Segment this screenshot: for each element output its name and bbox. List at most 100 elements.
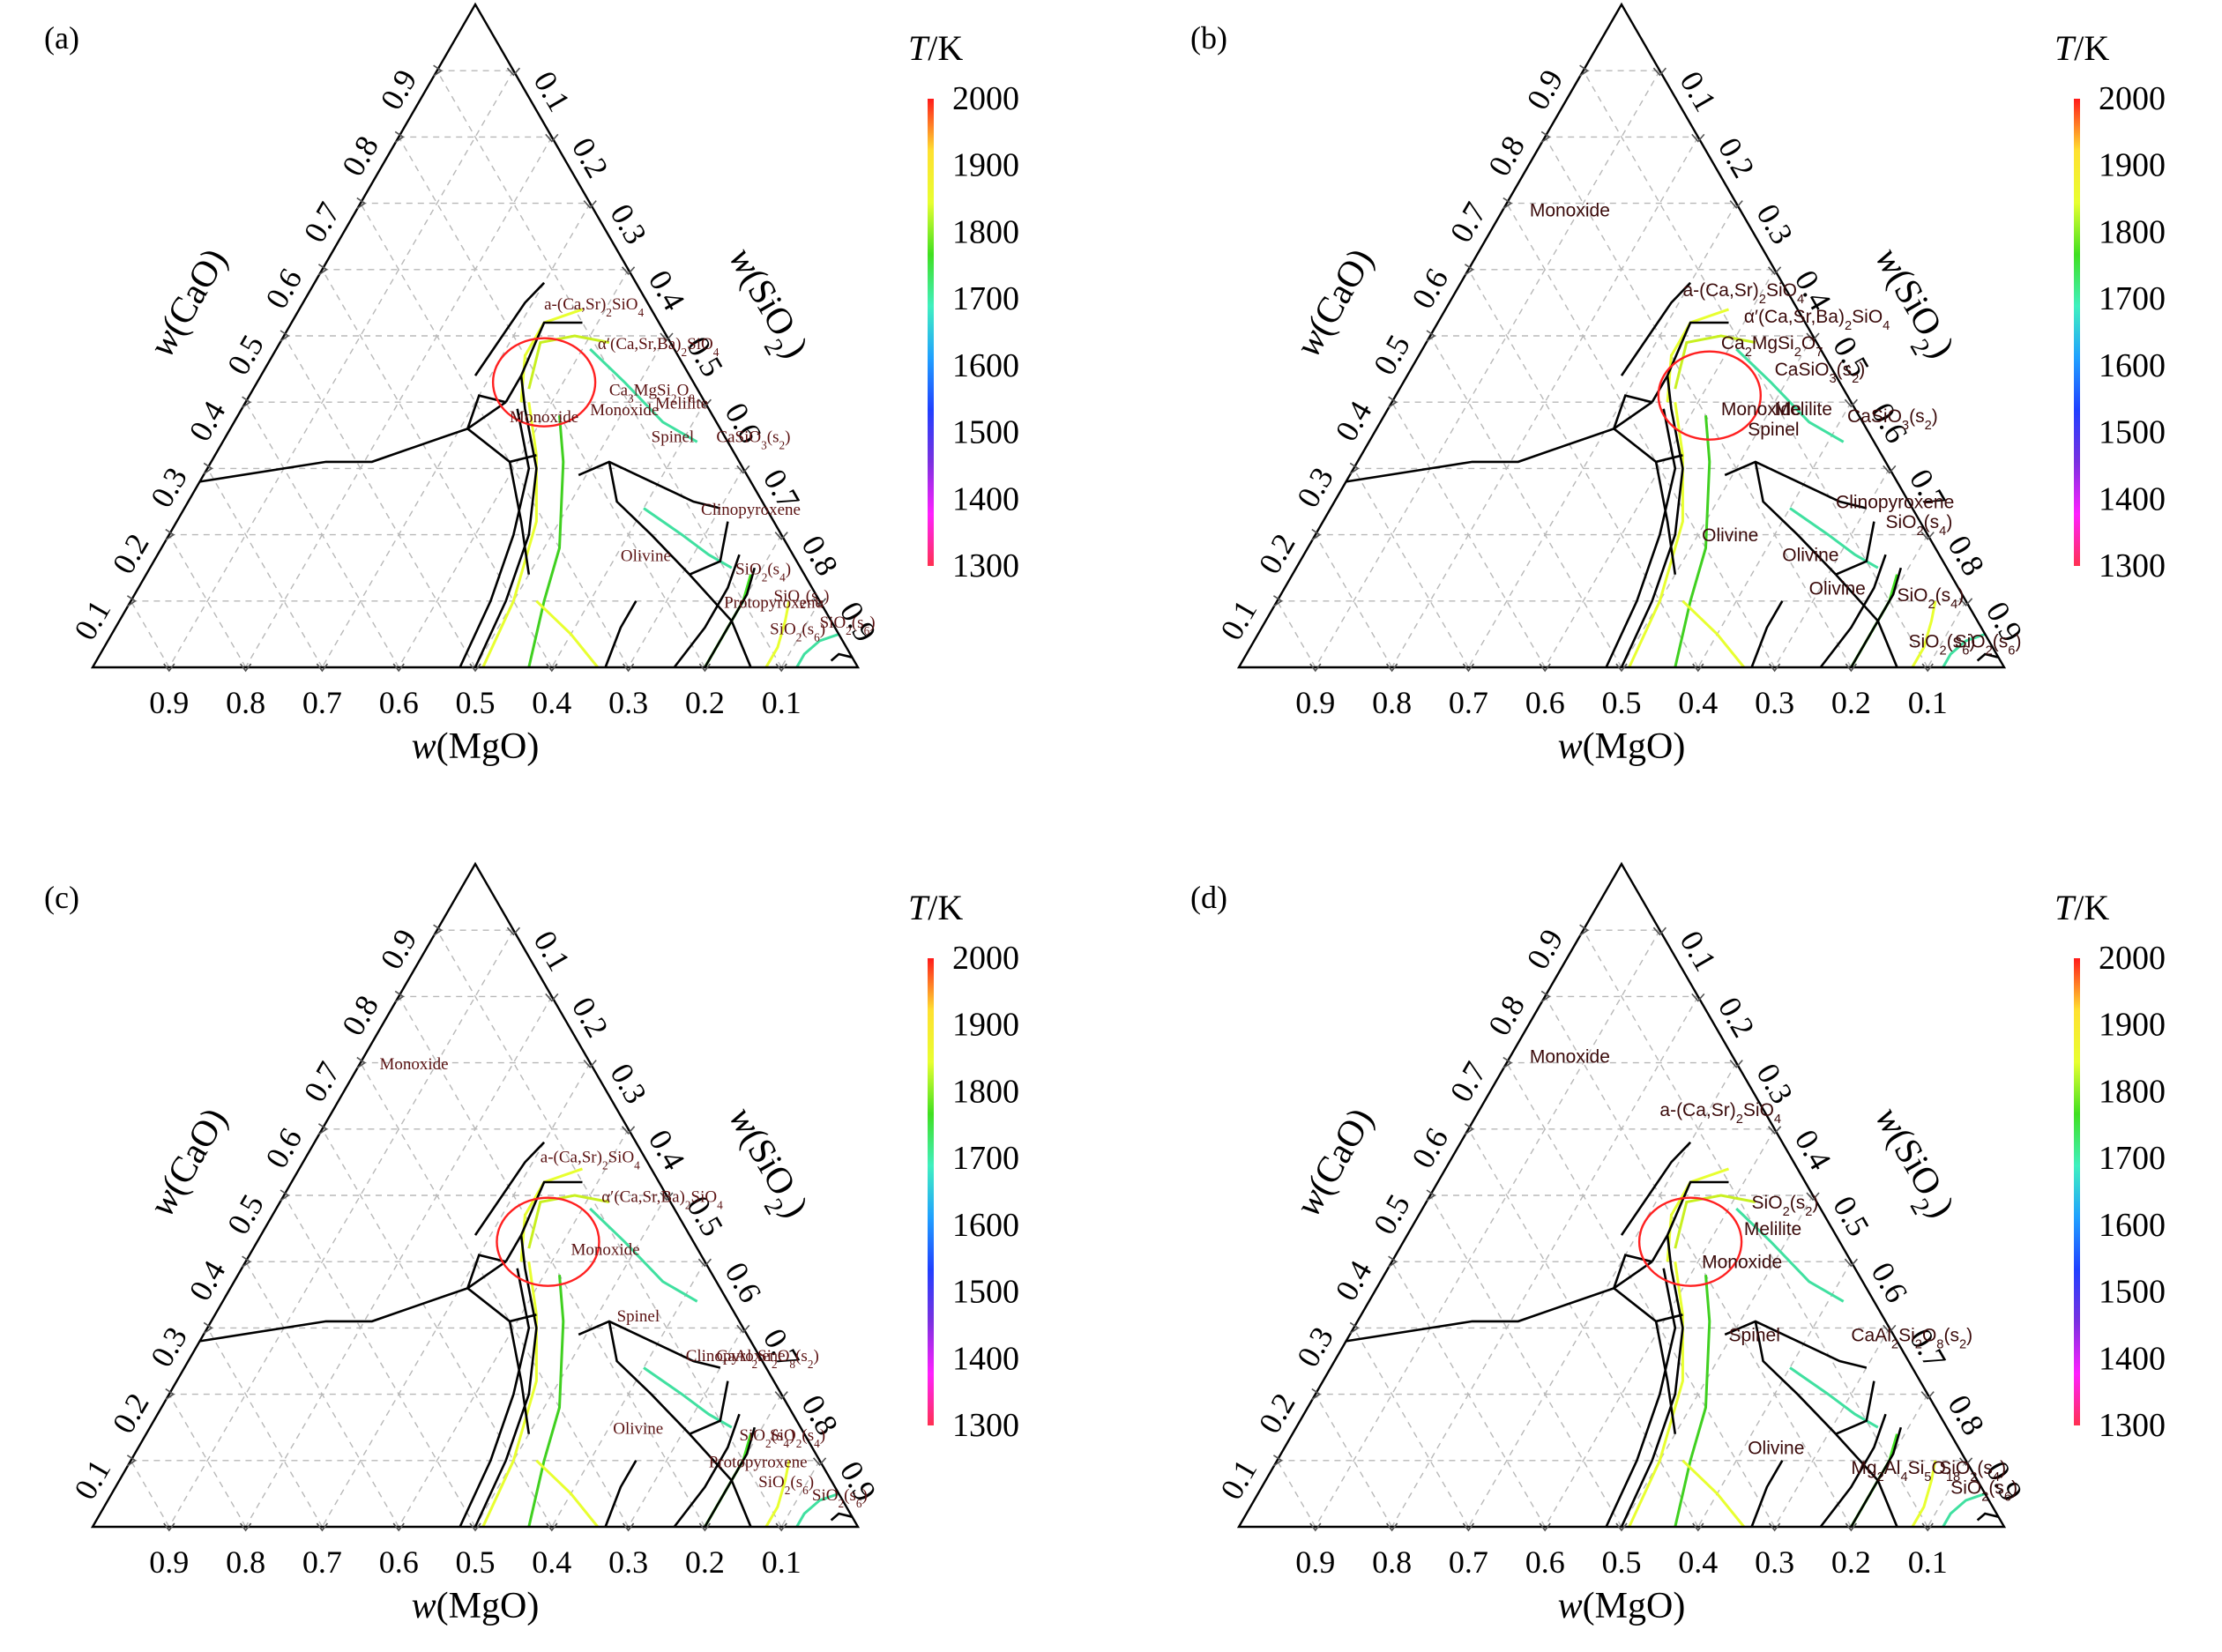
phase-label: Spinel: [617, 1307, 660, 1326]
colorbar-tick-label: 1600: [2099, 347, 2166, 384]
phase-label: Olivine: [1748, 1438, 1804, 1458]
phase-boundary: [1850, 567, 1903, 668]
tick-mark: [1921, 663, 1934, 673]
colorbar-title: T/K: [2054, 28, 2109, 68]
right-tick-label: 0.1: [526, 925, 577, 977]
grid-line: [1467, 203, 1737, 668]
phase-label: a-(Ca,Sr)2SiO4: [544, 295, 644, 319]
tick-mark: [1958, 598, 1973, 607]
bottom-tick-label: 0.9: [1295, 685, 1335, 720]
panel-label: (b): [1190, 20, 1227, 56]
isotherm-curve: [764, 600, 791, 668]
tick-mark: [1272, 1455, 1283, 1467]
phase-label: CaAl2Si2O8(s2): [1851, 1325, 1972, 1351]
grid-line: [244, 401, 399, 668]
isotherm-curve: [1674, 415, 1711, 668]
tick-mark: [163, 663, 175, 673]
phase-boundary: [1724, 1320, 1868, 1369]
isotherm-curve: [527, 1275, 565, 1528]
grid-line: [1315, 929, 1661, 1528]
phase-boundary: [689, 521, 729, 576]
phase-boundary: [1620, 281, 1692, 376]
phase-label: CaSiO3(s2): [1847, 406, 1938, 433]
bottom-tick-label: 0.8: [1372, 685, 1412, 720]
tick-mark: [1768, 663, 1781, 673]
grid-line: [1315, 70, 1661, 668]
colorbar-tick-label: 1900: [952, 1007, 1019, 1044]
tick-mark: [317, 264, 328, 276]
tick-mark: [1845, 1522, 1858, 1532]
phase-label: Spinel: [1748, 420, 1799, 440]
tick-mark: [546, 1522, 558, 1532]
right-tick-label: 0.3: [1749, 198, 1800, 250]
tick-mark: [1385, 1522, 1398, 1532]
tick-mark: [1729, 1060, 1743, 1068]
colorbar: [2074, 958, 2080, 1425]
grid-line: [321, 1062, 591, 1528]
tick-mark: [812, 1457, 827, 1467]
phase-boundary: [1850, 1426, 1903, 1528]
phase-boundary: [608, 461, 690, 576]
tick-mark: [1311, 528, 1322, 541]
phase-label: Melilite: [1744, 1219, 1801, 1239]
bottom-tick-label: 0.8: [226, 1544, 265, 1580]
tick-mark: [1579, 924, 1590, 936]
tick-mark: [698, 1522, 712, 1532]
phase-label: Monoxide: [1702, 1253, 1782, 1273]
colorbar-tick-label: 1300: [952, 1407, 1019, 1444]
tick-mark: [775, 1522, 787, 1532]
grid-line: [1276, 1460, 1316, 1528]
colorbar-tick-label: 1600: [952, 347, 1019, 384]
grid-line: [1544, 269, 1776, 668]
ternary-frame: [1236, 2, 2007, 669]
panel-label: (d): [1190, 880, 1227, 915]
colorbar-tick-label: 1700: [952, 1140, 1019, 1177]
grid-line: [1391, 1261, 1546, 1528]
tick-mark: [1272, 595, 1283, 607]
tick-mark: [621, 266, 636, 276]
ternary-frame: [1236, 861, 2007, 1529]
tick-mark: [622, 1522, 635, 1532]
bottom-tick-label: 0.6: [379, 1544, 419, 1580]
isotherm-curve: [643, 1366, 733, 1429]
phase-boundary: [1651, 321, 1729, 403]
tick-mark: [660, 332, 674, 342]
tick-mark: [774, 1391, 788, 1400]
right-tick-label: 0.8: [1941, 1389, 1991, 1441]
colorbar-title: T/K: [908, 28, 963, 68]
phase-boundary: [504, 321, 583, 403]
phase-boundary: [473, 281, 546, 376]
tick-mark: [545, 993, 559, 1002]
right-axis-title: w(SiO2): [711, 1100, 816, 1230]
phase-boundary: [608, 1321, 690, 1435]
phase-boundary: [673, 554, 741, 668]
grid-line: [168, 70, 515, 668]
tick-mark: [1692, 1522, 1704, 1532]
tick-mark: [545, 133, 559, 143]
isotherm-curve: [1681, 599, 1746, 668]
phase-label: Ca2MgSi2O7: [1721, 333, 1823, 360]
tick-mark: [1309, 1522, 1322, 1532]
tick-mark: [1464, 1123, 1474, 1135]
grid-line: [206, 1328, 324, 1528]
tick-mark: [242, 1255, 252, 1268]
tick-mark: [621, 1126, 636, 1135]
tick-mark: [1806, 1192, 1820, 1202]
panel-d: (d)0.90.90.90.80.80.80.70.70.70.60.60.60…: [1190, 861, 2166, 1626]
tick-mark: [546, 663, 558, 673]
grid-line: [1353, 1328, 1470, 1528]
tick-mark: [1767, 1126, 1782, 1135]
phase-boundary: [1620, 1234, 1684, 1528]
grid-line: [1621, 1194, 1814, 1528]
phase-label: a-(Ca,Sr)2SiO4: [541, 1148, 640, 1172]
tick-mark: [1426, 1189, 1436, 1202]
tick-mark: [1540, 990, 1551, 1003]
grid-line: [398, 996, 706, 1528]
phase-label: CaAl2Si2O8(s2): [716, 1347, 818, 1371]
right-tick-label: 0.5: [1826, 1190, 1876, 1242]
bottom-tick-label: 0.4: [1678, 685, 1718, 720]
bottom-tick-label: 0.8: [1372, 1544, 1412, 1580]
tick-mark: [622, 663, 635, 673]
tick-mark: [1692, 663, 1704, 673]
grid-line: [360, 203, 630, 668]
